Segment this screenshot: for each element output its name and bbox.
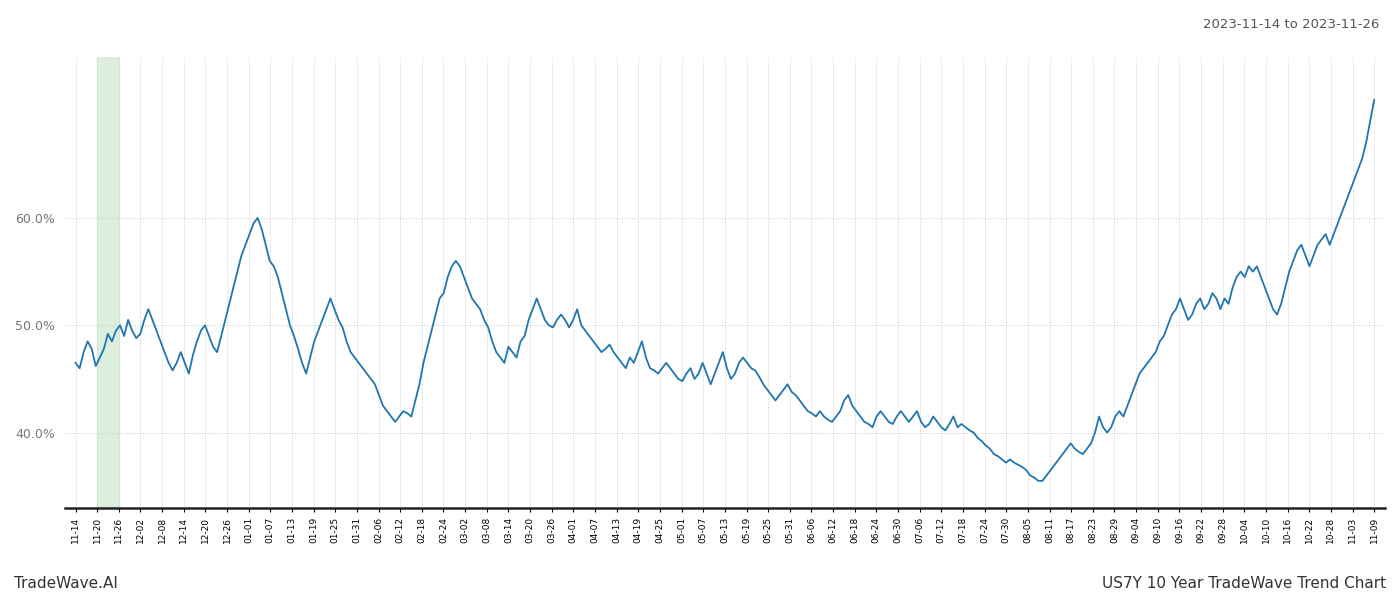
Text: 2023-11-14 to 2023-11-26: 2023-11-14 to 2023-11-26: [1203, 18, 1379, 31]
Bar: [97, 57, 119, 508]
Text: US7Y 10 Year TradeWave Trend Chart: US7Y 10 Year TradeWave Trend Chart: [1102, 576, 1386, 591]
Text: TradeWave.AI: TradeWave.AI: [14, 576, 118, 591]
